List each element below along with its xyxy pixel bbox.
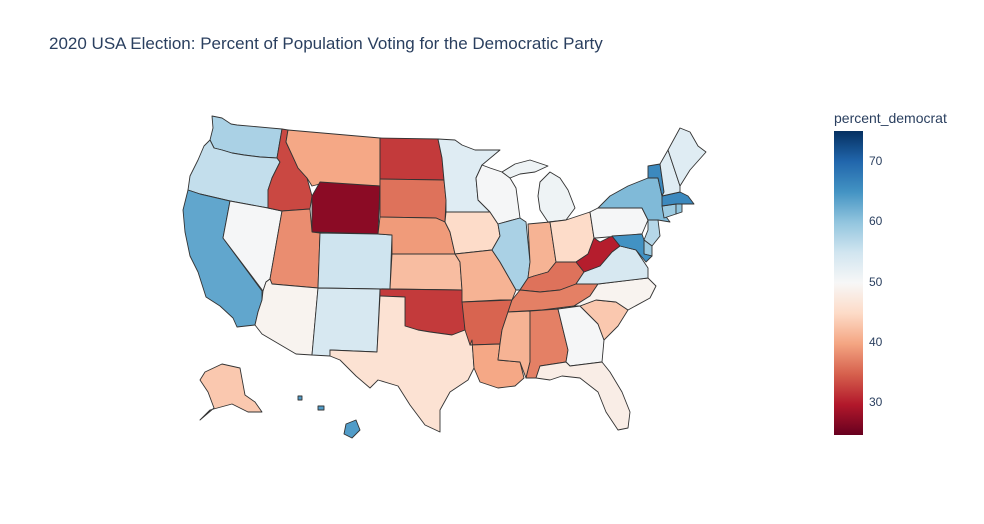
- state-MI[interactable]: [501, 159, 576, 223]
- state-SD[interactable]: [379, 178, 447, 223]
- state-WY[interactable]: [311, 181, 381, 235]
- state-ND[interactable]: [379, 137, 445, 181]
- state-FL[interactable]: [535, 361, 631, 431]
- colorbar-tick-label: 50: [869, 274, 883, 289]
- state-IA[interactable]: [444, 211, 501, 255]
- state-MA[interactable]: [661, 191, 695, 207]
- state-RI[interactable]: [675, 203, 683, 215]
- state-AZ[interactable]: [254, 278, 319, 356]
- state-CO[interactable]: [317, 232, 393, 290]
- state-KS[interactable]: [389, 253, 463, 291]
- state-WV[interactable]: [575, 235, 621, 273]
- colorbar-tick-label: 30: [869, 395, 883, 410]
- state-NM[interactable]: [311, 287, 381, 357]
- state-HI[interactable]: [297, 395, 361, 439]
- state-IL[interactable]: [491, 217, 531, 291]
- colorbar-tick-label: 60: [869, 214, 883, 229]
- state-NC[interactable]: [573, 277, 657, 311]
- state-PA[interactable]: [589, 207, 649, 239]
- state-WI[interactable]: [475, 164, 521, 225]
- colorbar-tick-label: 40: [869, 335, 883, 350]
- state-AK[interactable]: [199, 363, 263, 421]
- state-ME[interactable]: [667, 127, 707, 187]
- colorbar-gradient: [834, 131, 863, 435]
- colorbar-title: percent_democrat: [834, 110, 947, 126]
- state-TX[interactable]: [329, 295, 475, 433]
- colorbar-tick-label: 70: [869, 154, 883, 169]
- state-MD[interactable]: [611, 233, 653, 263]
- chart-title: 2020 USA Election: Percent of Population…: [49, 34, 603, 53]
